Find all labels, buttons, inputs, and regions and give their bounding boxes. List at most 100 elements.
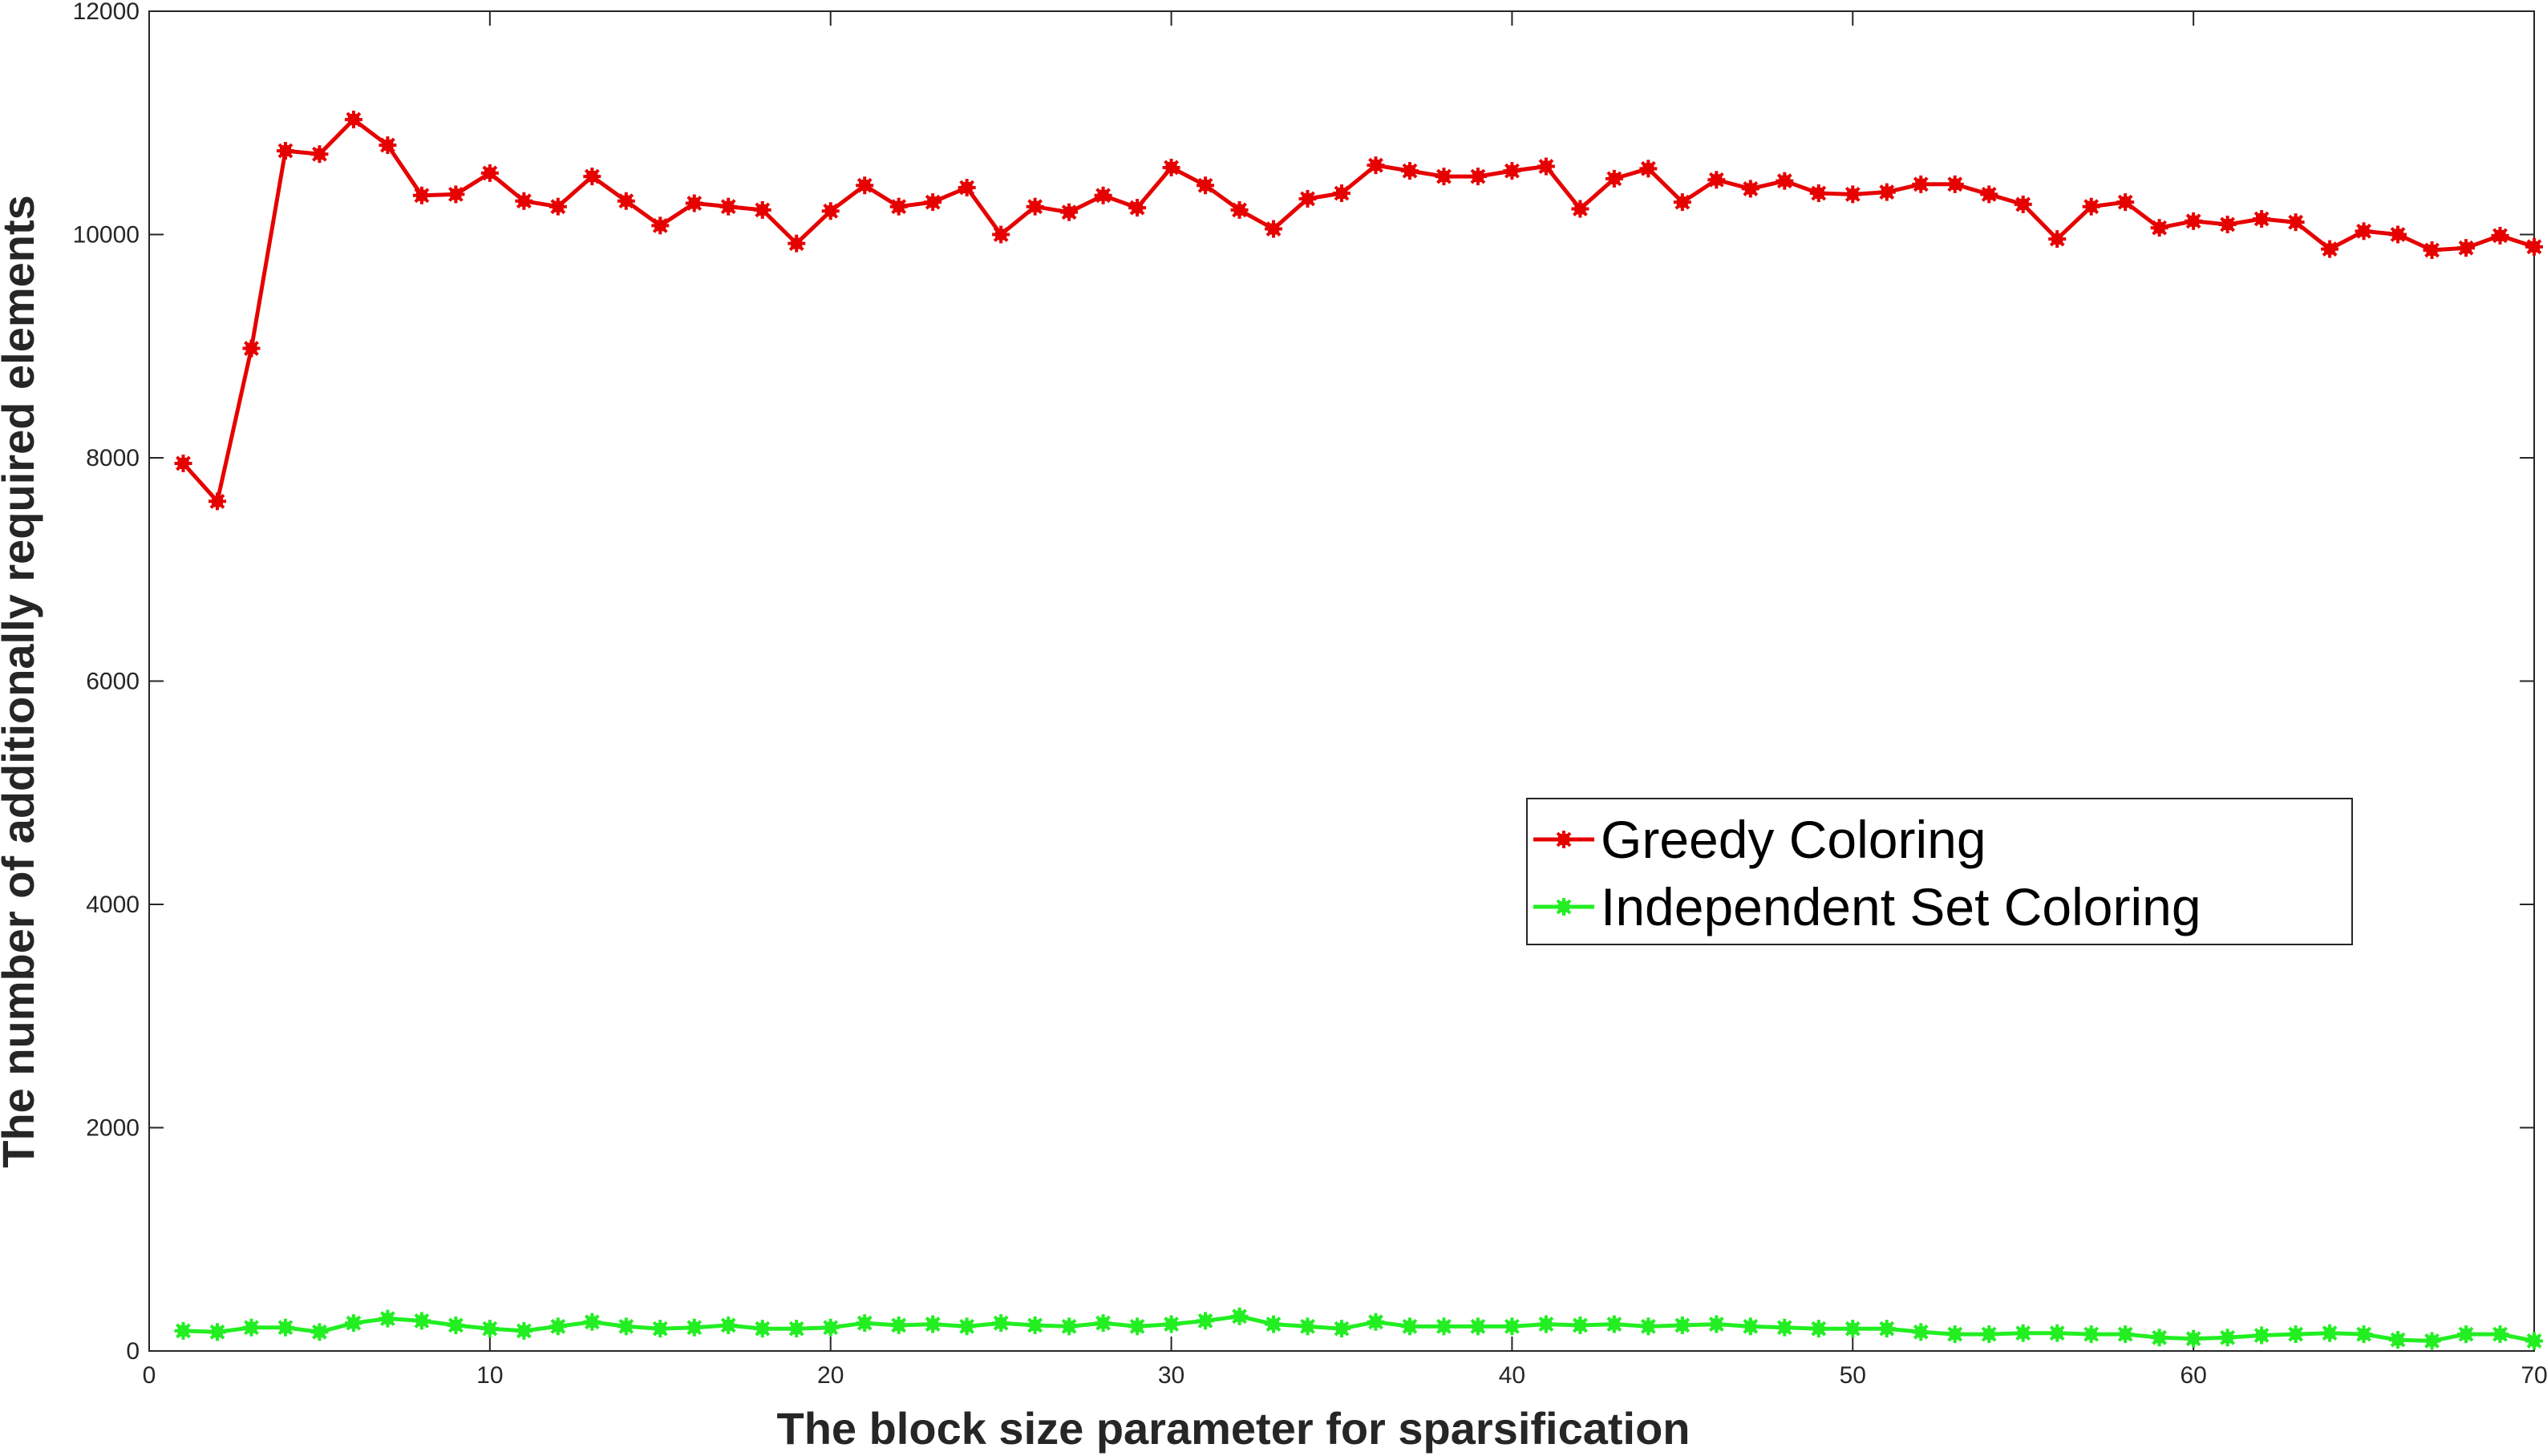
- greedy-coloring-point: [310, 145, 329, 164]
- independent-set-coloring-point: [208, 1323, 226, 1341]
- greedy-coloring-point: [1912, 175, 1930, 193]
- greedy-coloring-point: [1946, 175, 1964, 193]
- independent-set-coloring-point: [1776, 1318, 1794, 1337]
- legend-entries: Greedy Coloring Independent Set Coloring: [1533, 810, 2201, 936]
- independent-set-coloring-point: [515, 1321, 533, 1340]
- independent-set-coloring-point: [480, 1320, 499, 1338]
- independent-set-coloring-point: [1844, 1320, 1862, 1338]
- greedy-coloring-point: [480, 164, 499, 182]
- y-axis-title: The number of additionally required elem…: [0, 195, 43, 1168]
- greedy-coloring-point: [447, 185, 465, 204]
- independent-set-coloring-point: [685, 1318, 703, 1337]
- independent-set-coloring-point: [2116, 1325, 2135, 1344]
- greedy-coloring-point: [788, 234, 806, 253]
- independent-set-coloring-point: [1367, 1312, 1385, 1331]
- greedy-coloring-point: [1265, 220, 1283, 238]
- independent-set-coloring-point: [753, 1320, 771, 1338]
- independent-set-coloring-point: [2525, 1332, 2543, 1350]
- greedy-coloring-point: [2253, 210, 2271, 229]
- independent-set-coloring-point: [1571, 1316, 1589, 1334]
- greedy-coloring-point: [1298, 189, 1317, 208]
- greedy-coloring-point: [1503, 162, 1521, 180]
- greedy-coloring-point: [1877, 183, 1896, 201]
- independent-set-coloring-point: [583, 1312, 601, 1331]
- y-tick-label: 2000: [86, 1115, 140, 1142]
- independent-set-coloring-point: [1741, 1317, 1759, 1336]
- independent-set-coloring-point: [2185, 1329, 2203, 1348]
- greedy-coloring-point: [2321, 240, 2339, 258]
- greedy-coloring-point: [379, 136, 397, 155]
- y-tick-label: 0: [126, 1338, 140, 1365]
- independent-set-coloring-point: [1503, 1317, 1521, 1336]
- y-tick-label: 10000: [73, 222, 140, 249]
- y-tick-label: 8000: [86, 445, 140, 471]
- independent-set-coloring-point: [1809, 1320, 1828, 1338]
- plot-area: [148, 10, 2535, 1352]
- series-layer: [174, 111, 2543, 1350]
- greedy-coloring-point: [753, 200, 771, 219]
- greedy-coloring-point: [242, 339, 261, 358]
- greedy-coloring-point: [1605, 169, 1623, 188]
- independent-set-coloring-point: [1230, 1307, 1249, 1325]
- greedy-coloring-point: [1060, 203, 1079, 221]
- independent-set-coloring-point: [2423, 1332, 2441, 1350]
- independent-set-coloring-point: [242, 1318, 261, 1337]
- greedy-coloring-point: [2286, 213, 2305, 232]
- greedy-coloring-point: [2389, 225, 2407, 244]
- independent-set-coloring-point: [2150, 1329, 2168, 1347]
- greedy-coloring-point: [549, 197, 567, 216]
- greedy-coloring-point: [889, 197, 908, 216]
- greedy-coloring-point: [2423, 241, 2441, 259]
- independent-set-coloring-point: [1707, 1315, 1726, 1333]
- greedy-coloring-point: [856, 176, 874, 195]
- greedy-coloring-point: [583, 168, 601, 186]
- greedy-coloring-point: [651, 216, 670, 235]
- independent-set-coloring-point: [958, 1317, 976, 1336]
- greedy-coloring-point: [1537, 157, 1555, 176]
- legend-label-greedy-coloring: Greedy Coloring: [1601, 810, 1986, 869]
- x-tick-label: 40: [1499, 1362, 1525, 1389]
- greedy-coloring-point: [1707, 171, 1726, 189]
- greedy-coloring-point: [208, 492, 226, 511]
- independent-set-coloring-point: [412, 1312, 431, 1330]
- greedy-coloring-point: [1980, 185, 1998, 204]
- independent-set-coloring-point: [2491, 1325, 2509, 1344]
- independent-set-coloring-point: [1877, 1320, 1896, 1338]
- greedy-coloring-point: [1026, 197, 1044, 216]
- independent-set-coloring-point: [344, 1314, 362, 1333]
- independent-set-coloring-point: [1333, 1320, 1350, 1338]
- independent-set-coloring-point: [856, 1314, 874, 1333]
- greedy-coloring-point: [1400, 162, 1419, 180]
- greedy-coloring-point: [719, 197, 738, 216]
- greedy-coloring-point: [1741, 180, 1759, 198]
- greedy-coloring-point: [1128, 199, 1147, 217]
- independent-set-coloring-point: [1912, 1323, 1930, 1341]
- independent-set-coloring-point: [1094, 1314, 1112, 1333]
- independent-set-coloring-point: [1128, 1317, 1147, 1336]
- greedy-coloring-point: [821, 202, 840, 220]
- x-tick-labels: 0 10 20 30 40 50 60 70: [143, 1362, 2547, 1389]
- x-tick-label: 70: [2521, 1362, 2547, 1389]
- independent-set-coloring-point: [2355, 1325, 2373, 1344]
- greedy-coloring-point: [2150, 219, 2168, 237]
- independent-set-coloring-point: [1673, 1316, 1691, 1334]
- independent-set-coloring-point: [1468, 1317, 1487, 1336]
- independent-set-coloring-point: [2253, 1326, 2271, 1345]
- independent-set-coloring-point: [1400, 1317, 1419, 1336]
- independent-set-coloring-point: [924, 1315, 942, 1333]
- greedy-coloring-point: [1333, 184, 1350, 202]
- legend-entry-independent-set-coloring: Independent Set Coloring: [1533, 877, 2201, 936]
- greedy-coloring-point: [685, 194, 703, 212]
- independent-set-coloring-point: [2389, 1331, 2407, 1349]
- greedy-coloring-series: [174, 111, 2543, 511]
- x-axis-title: The block size parameter for sparsificat…: [776, 1403, 1690, 1454]
- greedy-coloring-point: [1197, 176, 1215, 195]
- greedy-coloring-point: [1094, 186, 1112, 204]
- independent-set-coloring-point: [651, 1320, 670, 1338]
- independent-set-coloring-point: [1946, 1325, 1964, 1344]
- greedy-coloring-point: [1367, 156, 1385, 175]
- x-tick-label: 50: [1840, 1362, 1866, 1389]
- independent-set-coloring-point: [2048, 1324, 2067, 1342]
- independent-set-coloring-point: [2457, 1325, 2476, 1344]
- independent-set-coloring-point: [889, 1316, 908, 1334]
